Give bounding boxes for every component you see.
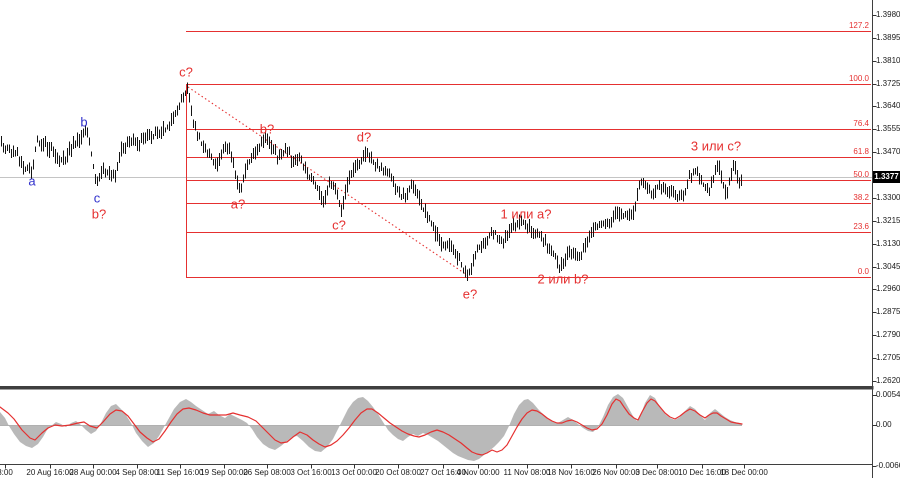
date-axis-label: 4 Sep 08:00 (115, 468, 159, 477)
wave-annotation[interactable]: c (93, 190, 101, 206)
wave-annotation[interactable]: c? (332, 217, 346, 233)
price-axis-label: 1.3980 (876, 10, 900, 19)
wave-annotation[interactable]: 2 или b? (537, 271, 589, 287)
trendline-dashed[interactable] (187, 86, 468, 276)
date-axis-label: 11 Sep 16:00 (156, 468, 204, 477)
price-bars (1, 82, 742, 281)
fib-level-label[interactable]: 100.0 (848, 74, 869, 83)
chart-frame (0, 0, 877, 478)
fib-level-label[interactable]: 23.6 (853, 222, 869, 231)
price-axis-label: 1.2790 (876, 330, 900, 339)
wave-annotation[interactable]: 1 или a? (500, 206, 552, 222)
wave-annotation[interactable]: b? (91, 206, 107, 222)
date-axis-label: 4 Nov 00:00 (456, 468, 500, 477)
date-axis-label: 28 Aug 00:00 (69, 468, 117, 477)
date-axis-label: 3 Oct 16:00 (290, 468, 332, 477)
price-axis-label: 1.3045 (876, 262, 900, 271)
date-axis-label: 26 Nov 00:00 (592, 468, 640, 477)
fib-level-label[interactable]: 76.4 (853, 119, 869, 128)
price-axis-label: 1.3470 (876, 147, 900, 156)
date-axis-label: 11 Nov 08:00 (503, 468, 551, 477)
wave-annotation[interactable]: e? (462, 286, 478, 302)
indicator-axis-label: -0.00662 (876, 461, 900, 470)
date-axis-label: 26 Sep 08:00 (243, 468, 291, 477)
wave-annotation[interactable]: b? (259, 121, 275, 137)
price-axis-label: 1.3895 (876, 33, 900, 42)
wave-annotation[interactable]: c? (179, 64, 193, 80)
fib-level-label[interactable]: 127.2 (848, 21, 869, 30)
date-axis-label: 10 Dec 16:00 (678, 468, 726, 477)
date-axis-label: 19 Sep 00:00 (200, 468, 248, 477)
price-axis-label: 1.3130 (876, 239, 900, 248)
date-axis-label: 20 Oct 08:00 (375, 468, 421, 477)
price-axis-label: 1.3300 (876, 193, 900, 202)
fib-level-label[interactable]: 50.0 (853, 170, 869, 179)
wave-annotation[interactable]: d? (356, 129, 372, 145)
fib-level-label[interactable]: 0.0 (857, 267, 869, 276)
price-axis-label: 1.3725 (876, 79, 900, 88)
fib-level-label[interactable]: 61.8 (853, 147, 869, 156)
date-axis-label: 13 Oct 00:00 (331, 468, 377, 477)
price-axis-label: 1.3215 (876, 216, 900, 225)
price-axis-label: 1.3810 (876, 56, 900, 65)
wave-annotation[interactable]: 3 или c? (690, 138, 742, 154)
current-price-badge: 1.3377 (873, 171, 900, 183)
wave-annotation[interactable]: b (80, 114, 88, 130)
date-axis-label: 18 Nov 16:00 (547, 468, 595, 477)
price-axis-label: 1.2705 (876, 353, 900, 362)
date-axis-label: 8:00 (0, 468, 13, 477)
price-axis-label: 1.2960 (876, 284, 900, 293)
date-axis-label: 27 Oct 16:00 (420, 468, 466, 477)
wave-annotation[interactable]: a? (230, 196, 246, 212)
fibonacci-retracement[interactable] (186, 31, 871, 278)
oscillator-indicator (0, 394, 743, 461)
date-axis-label: 20 Aug 16:00 (26, 468, 74, 477)
price-axis-label: 1.3555 (876, 124, 900, 133)
price-axis-label: 1.3640 (876, 101, 900, 110)
date-axis-label: 18 Dec 00:00 (720, 468, 768, 477)
date-axis-label: 3 Dec 08:00 (635, 468, 679, 477)
fib-level-label[interactable]: 38.2 (853, 193, 869, 202)
price-axis-label: 1.2620 (876, 376, 900, 385)
wave-annotation[interactable]: a (28, 173, 36, 189)
indicator-axis-label: 0.0054 (876, 390, 900, 399)
indicator-axis-label: 0.00 (876, 420, 892, 429)
price-axis-label: 1.2875 (876, 307, 900, 316)
